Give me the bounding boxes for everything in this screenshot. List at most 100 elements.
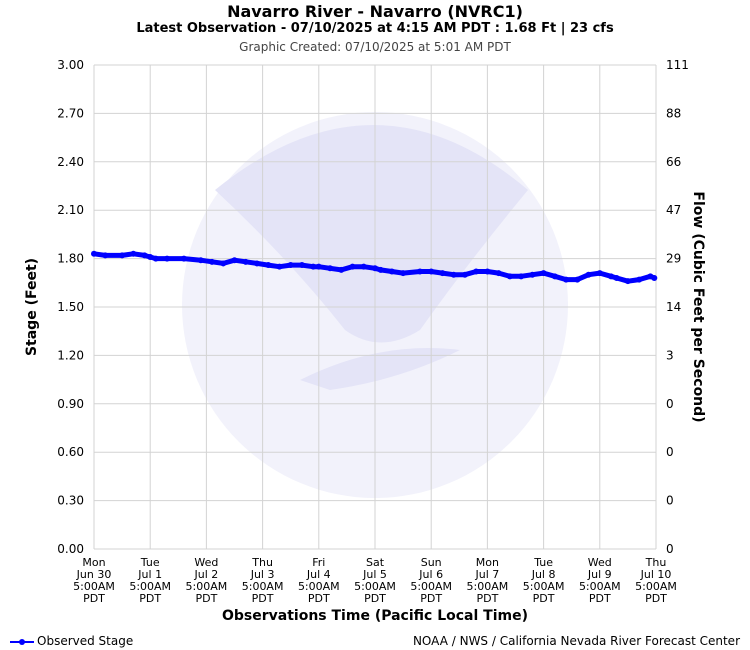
- legend-label: Observed Stage: [37, 634, 134, 648]
- data-point: [338, 266, 345, 273]
- series-layer: [91, 250, 658, 285]
- data-point: [484, 268, 491, 275]
- data-point: [119, 252, 126, 259]
- data-point: [428, 268, 435, 275]
- y-tick-label: 1.50: [57, 300, 84, 314]
- y2-tick-label: 0: [666, 445, 674, 459]
- data-point: [209, 258, 216, 265]
- data-point: [298, 262, 305, 269]
- y-tick-label: 0.30: [57, 494, 84, 508]
- data-point: [147, 253, 154, 260]
- data-point: [130, 250, 137, 257]
- y-tick-label: 2.40: [57, 155, 84, 169]
- y-tick-label: 0.60: [57, 445, 84, 459]
- x-axis-ticks: Mon Jun 30 5:00AM PDT Tue Jul 1 5:00AM PDT Wed Ju…: [73, 556, 677, 605]
- y-tick-label: 1.20: [57, 348, 84, 362]
- data-point: [220, 260, 227, 267]
- chart-title: Navarro River - Navarro (NVRC1): [227, 2, 523, 21]
- data-point: [563, 276, 570, 283]
- data-point: [636, 276, 643, 283]
- data-point: [377, 266, 384, 273]
- data-point: [315, 263, 322, 270]
- y-axis-ticks: 0.00 0.30 0.60 0.90 1.20 1.50 1.80 2.10 2.40 2.70…: [57, 58, 84, 556]
- y2-tick-label: 88: [666, 106, 681, 120]
- data-point: [596, 270, 603, 277]
- y2-tick-label: 66: [666, 155, 681, 169]
- data-point: [585, 271, 592, 278]
- x-tick-label: Fri Jul 4 5:00AM PDT: [298, 556, 340, 605]
- y2-tick-label: 0: [666, 494, 674, 508]
- data-point: [540, 270, 547, 277]
- data-point: [372, 265, 378, 272]
- x-tick-label: Tue Jul 1 5:00AM PDT: [129, 556, 171, 605]
- data-point: [164, 255, 171, 262]
- data-point: [152, 255, 159, 262]
- y-tick-label: 0.00: [57, 542, 84, 556]
- data-point: [450, 271, 457, 278]
- data-point: [102, 252, 109, 259]
- y-tick-label: 2.70: [57, 106, 84, 120]
- legend-swatch: [10, 638, 34, 645]
- data-point: [276, 263, 283, 270]
- x-axis-label: Observations Time (Pacific Local Time): [222, 608, 528, 624]
- x-tick-label: Sun Jul 6 5:00AM PDT: [410, 556, 452, 605]
- data-point: [141, 252, 148, 259]
- y-tick-label: 1.80: [57, 252, 84, 266]
- y-tick-label: 3.00: [57, 58, 84, 72]
- data-point: [400, 270, 407, 277]
- x-tick-label: Thu Jul 10 5:00AM PDT: [635, 556, 677, 605]
- data-point: [651, 274, 658, 281]
- data-point: [253, 260, 260, 267]
- x-tick-label: Wed Jul 2 5:00AM PDT: [186, 556, 228, 605]
- y-tick-label: 0.90: [57, 397, 84, 411]
- y2-axis-ticks: 0 0 0 0 3 14 29 47 66 88 111: [666, 58, 689, 556]
- data-point: [506, 273, 513, 280]
- x-tick-label: Mon Jul 7 5:00AM PDT: [467, 556, 509, 605]
- data-point: [608, 273, 615, 280]
- data-point: [529, 271, 536, 278]
- data-point: [287, 262, 294, 269]
- data-point: [495, 270, 502, 277]
- chart-subtitle: Latest Observation - 07/10/2025 at 4:15 …: [136, 21, 614, 36]
- x-tick-label: Thu Jul 3 5:00AM PDT: [242, 556, 284, 605]
- data-point: [518, 273, 525, 280]
- data-point: [180, 255, 187, 262]
- y2-tick-label: 3: [666, 348, 674, 362]
- y2-tick-label: 0: [666, 397, 674, 411]
- data-point: [624, 278, 631, 285]
- grid-lines: [93, 64, 657, 550]
- data-point: [197, 257, 204, 264]
- data-point: [265, 262, 272, 269]
- data-point: [439, 270, 446, 277]
- x-tick-label: Sat Jul 5 5:00AM PDT: [354, 556, 396, 605]
- watermark-emblem: [215, 125, 528, 343]
- y-axis-label: Stage (Feet): [24, 258, 40, 356]
- x-tick-label: Tue Jul 8 5:00AM PDT: [523, 556, 565, 605]
- y2-tick-label: 0: [666, 542, 674, 556]
- y2-tick-label: 111: [666, 58, 689, 72]
- data-point: [388, 268, 395, 275]
- y2-tick-label: 14: [666, 300, 681, 314]
- data-point: [416, 268, 423, 275]
- data-point: [231, 257, 238, 264]
- y2-axis-label: Flow (Cubic Feet per Second): [690, 191, 706, 422]
- data-point: [242, 258, 249, 265]
- data-point: [91, 250, 97, 257]
- data-point: [613, 274, 620, 281]
- y2-tick-label: 29: [666, 252, 681, 266]
- credit-text: NOAA / NWS / California Nevada River For…: [412, 634, 740, 648]
- y-tick-label: 2.10: [57, 203, 84, 217]
- data-point: [327, 265, 334, 272]
- data-point: [310, 263, 317, 270]
- data-point: [461, 271, 468, 278]
- y2-tick-label: 47: [666, 203, 681, 217]
- data-point: [473, 268, 480, 275]
- legend: Observed Stage: [10, 634, 133, 648]
- data-point: [551, 273, 558, 280]
- watermark-emblem-lower: [300, 348, 460, 390]
- x-tick-label: Mon Jun 30 5:00AM PDT: [73, 556, 115, 605]
- x-tick-label: Wed Jul 9 5:00AM PDT: [579, 556, 621, 605]
- data-point: [574, 276, 581, 283]
- graphic-created-note: Graphic Created: 07/10/2025 at 5:01 AM P…: [239, 40, 511, 54]
